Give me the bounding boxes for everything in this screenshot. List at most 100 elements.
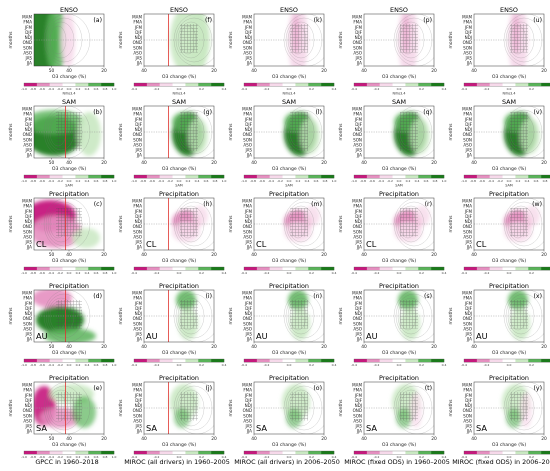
significance-hatch xyxy=(400,24,418,53)
colorbar-tick: -0.8 xyxy=(30,87,36,91)
colorbar: -1.0-0.8-0.6-0.4-0.2 0.0 0.2 0.4 0.6 0.8 1.0 SA… xyxy=(21,174,116,188)
y-axis-label: months xyxy=(448,31,454,49)
x-tick-label: 40 xyxy=(141,160,147,166)
colorbar-label: Niño3.4 xyxy=(282,92,295,96)
y-axis-label: months xyxy=(228,215,234,233)
x-tick-label: 40 xyxy=(361,160,367,166)
month-tick-label: JAS xyxy=(134,239,142,244)
month-tick-label: JFM xyxy=(244,301,253,306)
month-tick-label: FMA xyxy=(353,20,362,25)
month-tick-label: JFM xyxy=(244,209,253,214)
colorbar-label: Niño3.4 xyxy=(62,92,75,96)
panel-letter: (s) xyxy=(424,293,432,300)
colorbar-tick: -0.2 xyxy=(57,363,63,367)
month-tick-label: SON xyxy=(23,45,32,50)
y-axis-label: months xyxy=(448,399,454,417)
significance-hatch xyxy=(400,112,418,151)
colorbar-tick: -0.2 xyxy=(57,87,63,91)
x-axis-label: O3 change (%) xyxy=(382,166,417,172)
panel-letter: (f) xyxy=(205,17,212,24)
colorbar-tick: 0.4 xyxy=(85,87,90,91)
month-tick-label: SON xyxy=(243,229,252,234)
month-tick-label: OND xyxy=(463,224,472,229)
month-tick-label: JAS xyxy=(244,55,252,60)
month-tick-label: SON xyxy=(463,229,472,234)
month-tick-label: JFM xyxy=(244,25,253,30)
y-axis-label: months xyxy=(228,31,234,49)
significance-hatch xyxy=(56,208,82,237)
month-tick-label: OND xyxy=(23,40,32,45)
x-tick-label: 40 xyxy=(251,68,257,74)
month-tick-label: MAM xyxy=(132,107,142,112)
region-label: AU xyxy=(36,331,48,341)
colorbar-tick: -0.4 xyxy=(378,179,384,183)
month-tick-label: MAM xyxy=(242,291,252,296)
month-tick-label: NDJ xyxy=(355,219,362,224)
month-tick-label: JJA xyxy=(466,429,472,434)
month-tick-label: ASO xyxy=(243,418,252,423)
month-tick-label: OND xyxy=(23,132,32,137)
month-tick-label: JAS xyxy=(24,55,32,60)
significance-hatch xyxy=(510,24,528,53)
colorbar-tick: 0.0 xyxy=(507,363,512,367)
colorbar-tick: -1.0 xyxy=(21,363,27,367)
month-tick-label: FMA xyxy=(353,112,362,117)
x-tick-label: 40 xyxy=(471,344,477,350)
month-tick-label: SON xyxy=(353,45,362,50)
month-tick-label: ASO xyxy=(133,234,142,239)
month-tick-label: MAM xyxy=(242,107,252,112)
month-tick-label: OND xyxy=(133,316,142,321)
colorbar-tick: -0.4 xyxy=(48,87,54,91)
month-tick-label: ASO xyxy=(243,234,252,239)
x-tick-label: 20 xyxy=(541,252,547,258)
month-tick-label: MAM xyxy=(462,291,472,296)
panel-title: SAM xyxy=(282,98,296,106)
month-tick-label: NDJ xyxy=(245,403,252,408)
month-tick-label: JJA xyxy=(466,153,472,158)
month-tick-label: SON xyxy=(243,137,252,142)
colorbar-tick: 0.4 xyxy=(195,179,200,183)
y-axis-label: months xyxy=(118,31,124,49)
month-tick-label: FMA xyxy=(23,204,32,209)
panel-letter: (y) xyxy=(534,385,543,392)
month-tick-label: MAM xyxy=(22,199,32,204)
colorbar-tick: -1.0 xyxy=(241,179,247,183)
colorbar-tick: 0.8 xyxy=(323,179,328,183)
colorbar-tick: 0.2 xyxy=(309,271,314,275)
colorbar-tick: -0.2 xyxy=(374,363,380,367)
colorbar-tick: 0.0 xyxy=(67,87,72,91)
x-tick-label: 20 xyxy=(541,436,547,442)
colorbar-tick: -0.2 xyxy=(387,179,393,183)
colorbar-tick: 0.2 xyxy=(309,87,314,91)
colorbar-tick: -0.4 xyxy=(351,363,357,367)
month-tick-label: OND xyxy=(353,40,362,45)
month-tick-label: JAS xyxy=(134,331,142,336)
month-tick-label: OND xyxy=(133,132,142,137)
colorbar: -0.4 -0.2 0.0 0.2 0.4 xyxy=(351,266,446,275)
month-tick-label: ASO xyxy=(243,50,252,55)
colorbar-label: SAM xyxy=(285,184,293,188)
colorbar-tick: -0.2 xyxy=(374,87,380,91)
month-tick-label: ASO xyxy=(23,326,32,331)
x-axis-label: O3 change (%) xyxy=(52,74,87,80)
panel-letter: (u) xyxy=(533,17,542,24)
x-axis-label: O3 change (%) xyxy=(492,442,527,448)
colorbar-tick: 0.0 xyxy=(507,179,512,183)
month-tick-label: OND xyxy=(463,316,472,321)
panel-letter: (h) xyxy=(203,201,212,208)
month-tick-label: JAS xyxy=(464,423,472,428)
panel-y: Precipitation (y) SA MAMFMAJFMDJFNDJONDSONA… xyxy=(448,374,550,464)
panel-title: Precipitation xyxy=(489,374,529,382)
region-label: SA xyxy=(146,423,157,433)
month-tick-label: DJF xyxy=(355,398,362,403)
colorbar-tick: 0.2 xyxy=(529,455,534,458)
significance-hatch xyxy=(180,24,198,53)
panel-title: Precipitation xyxy=(269,374,309,382)
x-tick-label: 20 xyxy=(321,252,327,258)
colorbar-tick: -0.8 xyxy=(30,363,36,367)
month-tick-label: SON xyxy=(23,229,32,234)
colorbar-tick: -0.4 xyxy=(48,455,54,458)
month-tick-label: SON xyxy=(243,413,252,418)
